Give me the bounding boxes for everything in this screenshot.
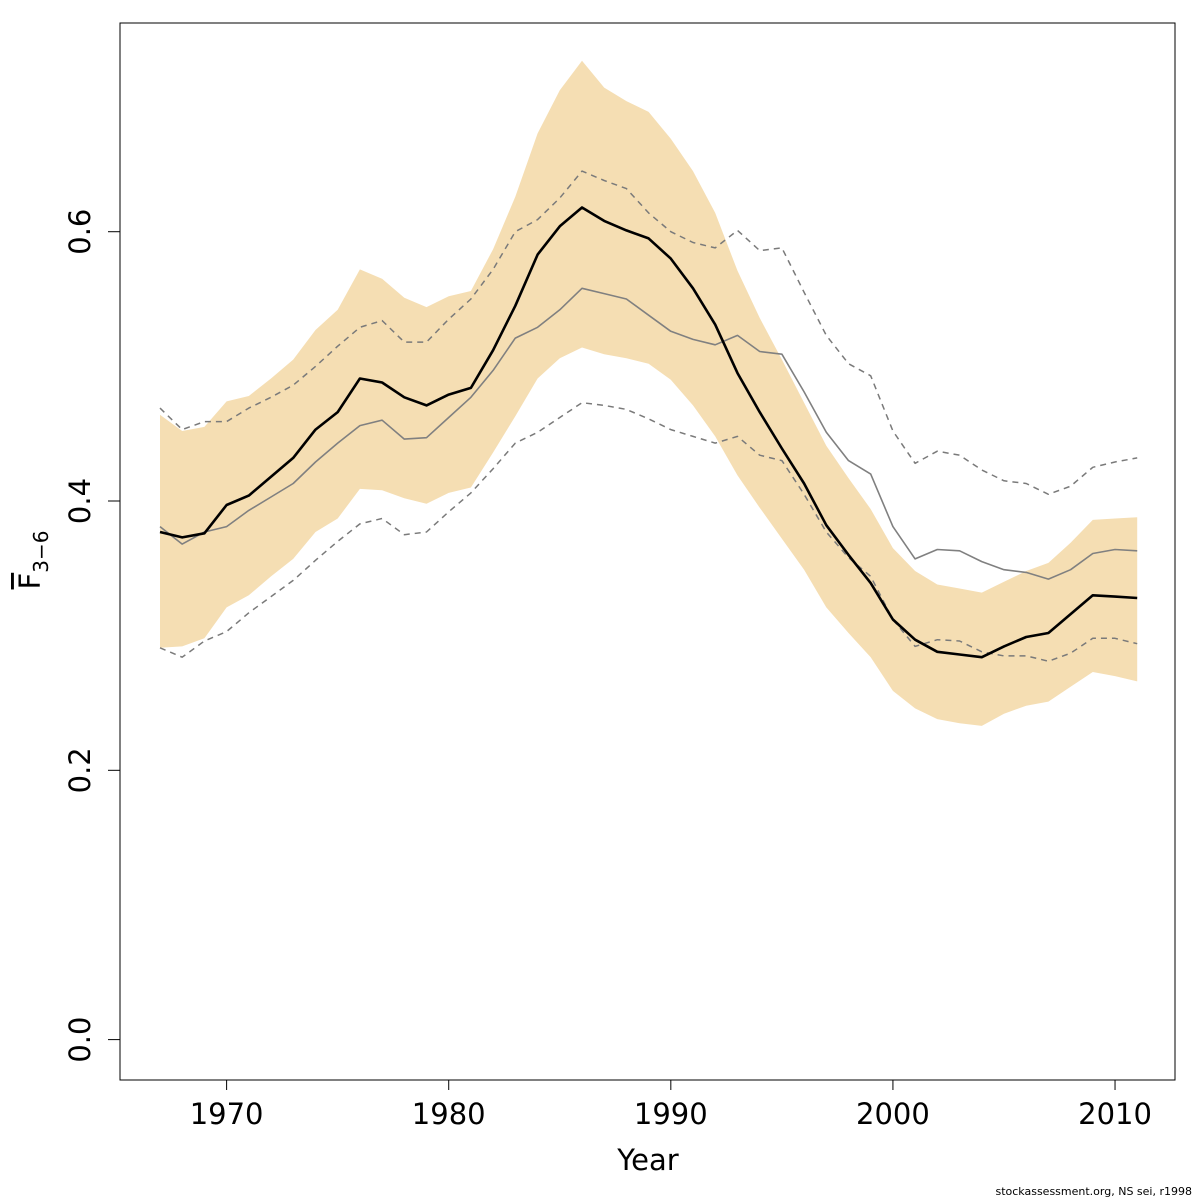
comparison-line — [159, 287, 1138, 580]
confidence-band-area — [160, 60, 1138, 726]
series-lines — [159, 170, 1138, 662]
comparison-upper-dashed-line — [159, 170, 1138, 496]
x-tick-label: 2000 — [856, 1097, 930, 1131]
y-tick-label: 0.4 — [63, 478, 97, 524]
estimate-line — [159, 206, 1138, 659]
y-axis-title-main: F — [13, 573, 47, 590]
x-tick-label: 1980 — [412, 1097, 486, 1131]
confidence-band — [160, 60, 1138, 726]
y-tick-label: 0.2 — [63, 747, 97, 793]
y-axis: 0.0 0.2 0.4 0.6 — [63, 209, 120, 1063]
y-tick-label: 0.6 — [63, 209, 97, 255]
x-tick-label: 1990 — [634, 1097, 708, 1131]
y-axis-title: F3−6 — [13, 531, 53, 590]
y-tick-label: 0.0 — [63, 1017, 97, 1063]
footer-credit: stockassessment.org, NS sei, r1998 — [995, 1185, 1192, 1198]
plot-frame — [119, 22, 1176, 1081]
comparison-lower-dashed-line — [159, 401, 1138, 662]
x-tick-label: 2010 — [1078, 1097, 1152, 1131]
y-axis-title-subscript: 3−6 — [29, 531, 53, 573]
x-axis-title: Year — [616, 1143, 678, 1177]
x-axis: 1970 1980 1990 2000 2010 — [190, 1080, 1152, 1131]
x-tick-label: 1970 — [190, 1097, 264, 1131]
